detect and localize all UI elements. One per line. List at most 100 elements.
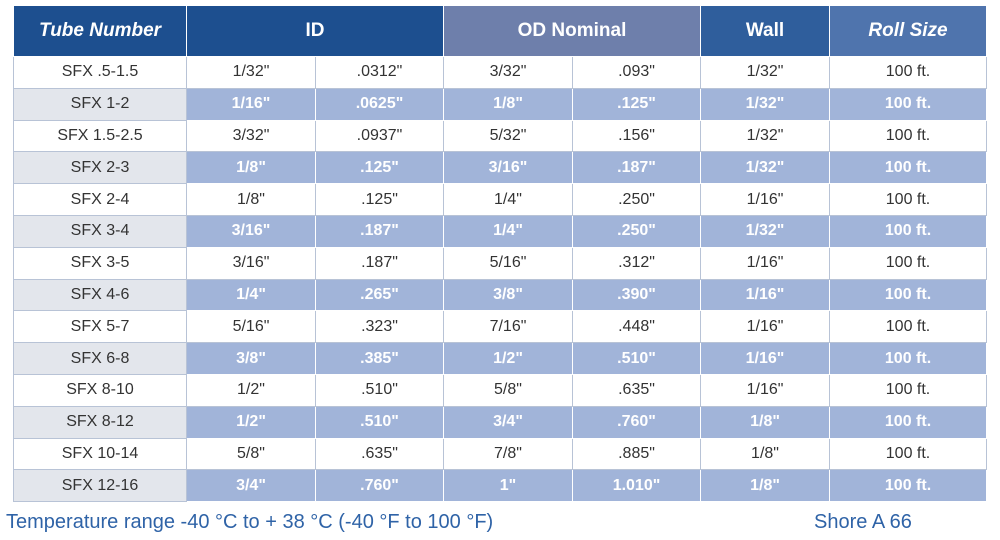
cell-id-decimal: .265" (315, 278, 444, 312)
table-row: SFX 3-4 3/16" .187" 1/4" .250" 1/32" 100 ft. (13, 214, 988, 248)
cell-id-fraction: 1/2" (186, 373, 316, 407)
cell-id-decimal: .0625" (315, 87, 444, 121)
cell-tube-number: SFX 2-4 (13, 183, 187, 216)
cell-od-fraction: 3/16" (443, 151, 573, 185)
table-row: SFX .5-1.5 1/32" .0312" 3/32" .093" 1/32" 100 … (13, 56, 988, 89)
table-row: SFX 3-5 3/16" .187" 5/16" .312" 1/16" 100 ft. (13, 246, 988, 280)
table-row: SFX 12-16 3/4" .760" 1" 1.010" 1/8" 100 ft. (13, 469, 988, 503)
cell-id-fraction: 3/8" (186, 342, 316, 375)
cell-roll-size: 100 ft. (829, 437, 988, 471)
table-row: SFX 8-10 1/2" .510" 5/8" .635" 1/16" 100 ft. (13, 373, 988, 407)
cell-id-fraction: 1/8" (186, 183, 316, 216)
cell-wall: 1/32" (700, 119, 831, 153)
cell-wall: 1/32" (700, 56, 831, 89)
cell-od-decimal: .093" (571, 56, 702, 89)
cell-wall: 1/32" (700, 151, 831, 185)
cell-id-decimal: .0937" (315, 119, 444, 153)
cell-roll-size: 100 ft. (829, 151, 988, 185)
cell-wall: 1/16" (700, 246, 831, 280)
cell-od-fraction: 1/2" (443, 342, 573, 375)
table-row: SFX 1-2 1/16" .0625" 1/8" .125" 1/32" 100 ft. (13, 87, 988, 121)
header-roll-size: Roll Size (829, 5, 988, 57)
cell-roll-size: 100 ft. (829, 342, 988, 375)
cell-od-decimal: .635" (571, 373, 702, 407)
cell-od-decimal: .390" (571, 278, 702, 312)
cell-id-fraction: 3/16" (186, 246, 316, 280)
cell-tube-number: SFX 4-6 (13, 278, 187, 312)
temperature-range-note: Temperature range -40 °C to + 38 °C (-40… (6, 511, 494, 533)
cell-od-fraction: 1/8" (443, 87, 573, 121)
cell-od-fraction: 5/32" (443, 119, 573, 153)
cell-roll-size: 100 ft. (829, 310, 988, 344)
header-wall: Wall (700, 5, 831, 57)
cell-roll-size: 100 ft. (829, 56, 988, 89)
cell-id-fraction: 5/16" (186, 310, 316, 344)
shore-hardness-note: Shore A 66 (814, 511, 912, 533)
cell-od-decimal: .312" (571, 246, 702, 280)
cell-od-decimal: .250" (571, 214, 702, 248)
table-row: SFX 5-7 5/16" .323" 7/16" .448" 1/16" 100 ft. (13, 310, 988, 344)
cell-od-fraction: 3/8" (443, 278, 573, 312)
cell-roll-size: 100 ft. (829, 405, 988, 439)
cell-id-decimal: .635" (315, 437, 444, 471)
table-row: SFX 8-12 1/2" .510" 3/4" .760" 1/8" 100 ft. (13, 405, 988, 439)
cell-id-decimal: .0312" (315, 56, 444, 89)
table-body: SFX .5-1.5 1/32" .0312" 3/32" .093" 1/32" 100 … (13, 56, 988, 503)
cell-tube-number: SFX 8-12 (13, 405, 187, 439)
cell-tube-number: SFX 10-14 (13, 437, 187, 471)
cell-tube-number: SFX .5-1.5 (13, 56, 187, 89)
header-od-nominal: OD Nominal (442, 5, 702, 57)
cell-wall: 1/8" (700, 469, 831, 503)
table-row: SFX 6-8 3/8" .385" 1/2" .510" 1/16" 100 ft. (13, 342, 988, 375)
cell-tube-number: SFX 1.5-2.5 (13, 119, 187, 153)
cell-od-decimal: .187" (571, 151, 702, 185)
cell-od-fraction: 3/4" (443, 405, 573, 439)
table-row: SFX 2-4 1/8" .125" 1/4" .250" 1/16" 100 ft. (13, 183, 988, 216)
cell-id-fraction: 1/16" (186, 87, 316, 121)
cell-od-decimal: .760" (571, 405, 702, 439)
cell-od-decimal: 1.010" (571, 469, 702, 503)
header-tube-number: Tube Number (13, 5, 187, 57)
cell-tube-number: SFX 3-4 (13, 214, 187, 248)
cell-id-fraction: 1/2" (186, 405, 316, 439)
cell-roll-size: 100 ft. (829, 469, 988, 503)
cell-wall: 1/16" (700, 310, 831, 344)
cell-tube-number: SFX 6-8 (13, 342, 187, 375)
cell-id-fraction: 3/32" (186, 119, 316, 153)
cell-tube-number: SFX 8-10 (13, 373, 187, 407)
cell-id-fraction: 3/16" (186, 214, 316, 248)
cell-tube-number: SFX 1-2 (13, 87, 187, 121)
cell-id-decimal: .125" (315, 151, 444, 185)
cell-id-fraction: 1/8" (186, 151, 316, 185)
table-row: SFX 10-14 5/8" .635" 7/8" .885" 1/8" 100 ft. (13, 437, 988, 471)
cell-wall: 1/16" (700, 183, 831, 216)
cell-od-fraction: 1" (443, 469, 573, 503)
cell-roll-size: 100 ft. (829, 373, 988, 407)
cell-od-decimal: .885" (571, 437, 702, 471)
cell-id-fraction: 3/4" (186, 469, 316, 503)
tube-spec-table: Tube Number ID OD Nominal Wall Roll Size… (13, 5, 988, 503)
cell-id-fraction: 1/4" (186, 278, 316, 312)
cell-tube-number: SFX 12-16 (13, 469, 187, 503)
cell-wall: 1/8" (700, 437, 831, 471)
cell-od-decimal: .125" (571, 87, 702, 121)
cell-id-decimal: .125" (315, 183, 444, 216)
cell-od-decimal: .448" (571, 310, 702, 344)
cell-id-decimal: .187" (315, 246, 444, 280)
cell-wall: 1/16" (700, 278, 831, 312)
cell-roll-size: 100 ft. (829, 183, 988, 216)
table-row: SFX 2-3 1/8" .125" 3/16" .187" 1/32" 100 ft. (13, 151, 988, 185)
cell-od-fraction: 7/16" (443, 310, 573, 344)
cell-od-decimal: .250" (571, 183, 702, 216)
cell-wall: 1/32" (700, 214, 831, 248)
cell-wall: 1/16" (700, 342, 831, 375)
cell-id-decimal: .760" (315, 469, 444, 503)
cell-id-decimal: .510" (315, 405, 444, 439)
cell-id-decimal: .187" (315, 214, 444, 248)
cell-tube-number: SFX 2-3 (13, 151, 187, 185)
table-row: SFX 1.5-2.5 3/32" .0937" 5/32" .156" 1/32" 100… (13, 119, 988, 153)
cell-roll-size: 100 ft. (829, 119, 988, 153)
cell-id-decimal: .510" (315, 373, 444, 407)
header-id: ID (186, 5, 444, 57)
cell-id-fraction: 1/32" (186, 56, 316, 89)
